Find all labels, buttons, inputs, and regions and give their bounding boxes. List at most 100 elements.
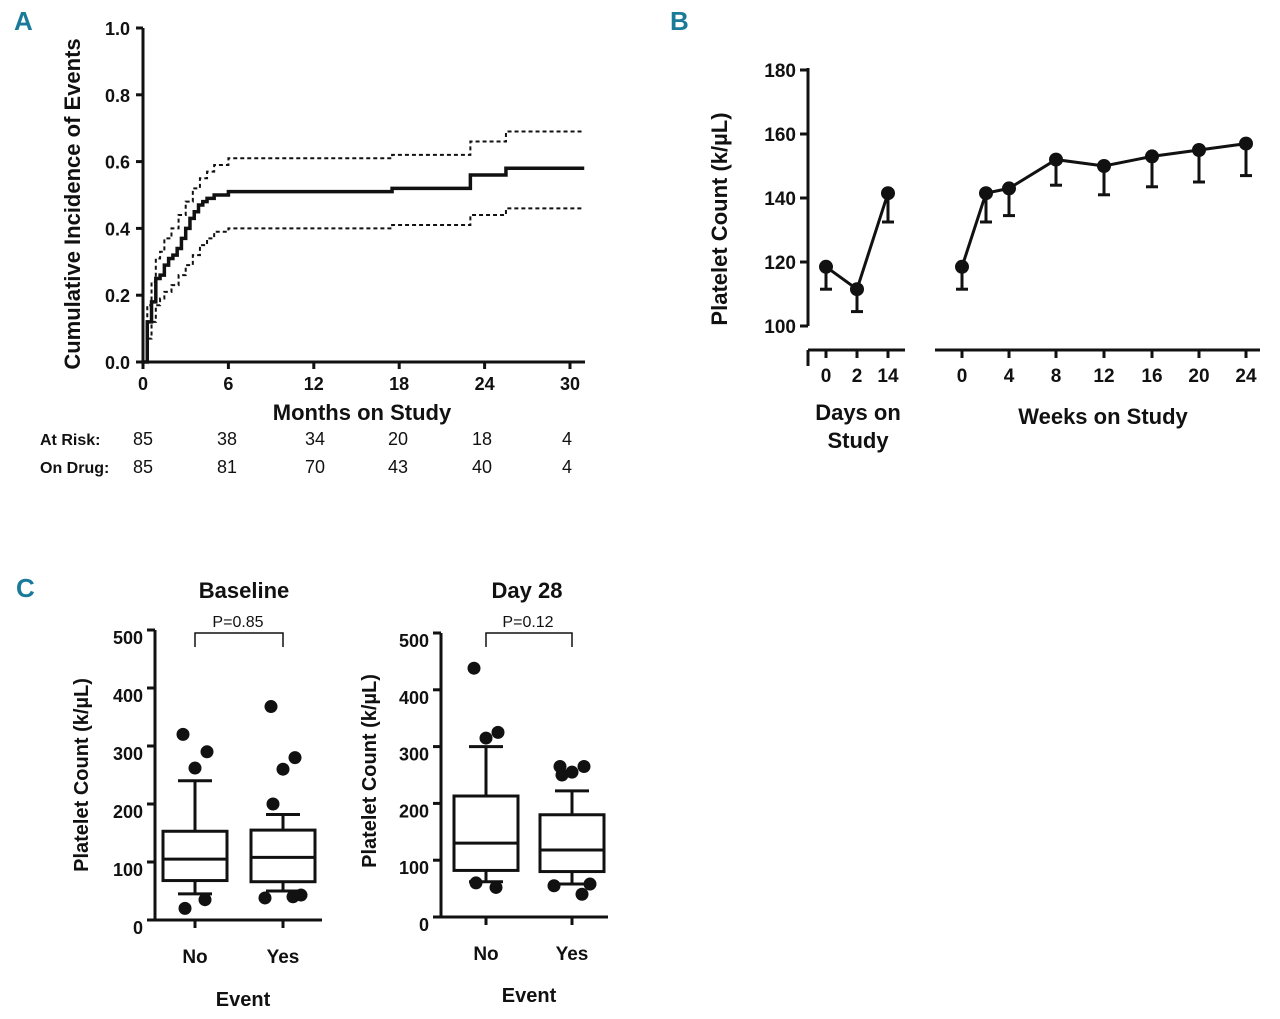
- cumulative-incidence-line: [143, 166, 585, 364]
- risk-table-cell: 18: [472, 429, 492, 449]
- c-day28-title: Day 28: [492, 578, 563, 603]
- c-y-tick-label: 300: [113, 744, 143, 764]
- risk-row-label-at-risk: At Risk:: [40, 432, 100, 449]
- outlier-point: [577, 759, 591, 773]
- c-y-tick-label: 400: [399, 688, 429, 708]
- a-x-tick-label: 0: [138, 374, 148, 394]
- b-x-tick-label: 4: [1004, 366, 1015, 387]
- c-y-tick-label: 100: [113, 860, 143, 880]
- a-x-tick-label: 6: [223, 374, 233, 394]
- b-x-axis-label-days-1: Days on: [815, 400, 901, 425]
- a-x-tick-label: 30: [560, 374, 580, 394]
- b-x-tick-label: 24: [1235, 366, 1257, 387]
- a-x-tick-label: 24: [475, 374, 495, 394]
- c-baseline-title: Baseline: [199, 578, 290, 603]
- panel-label-a: A: [14, 6, 33, 36]
- outlier-point: [575, 887, 589, 901]
- data-point: [1002, 181, 1016, 196]
- outlier-point: [264, 700, 278, 714]
- b-y-tick-label: 160: [764, 125, 796, 146]
- a-y-tick-label: 0.8: [105, 86, 130, 106]
- a-y-tick-label: 0.4: [105, 219, 130, 239]
- data-point: [881, 186, 895, 201]
- outlier-point: [178, 901, 192, 915]
- c-y-tick-label: 500: [113, 628, 143, 648]
- outlier-point: [555, 768, 569, 782]
- outlier-point: [565, 765, 579, 779]
- a-y-tick-label: 0.2: [105, 286, 130, 306]
- risk-table-cell: 40: [472, 457, 492, 477]
- data-point: [850, 282, 864, 297]
- box-iqr: [161, 829, 229, 883]
- panel-c-day28-chart: Day 28 0 100 200 300 400 500 No Yes Platelet Co…: [359, 578, 608, 1007]
- risk-row-label-on-drug: On Drug:: [40, 460, 109, 477]
- c2-p-value: P=0.12: [502, 614, 553, 631]
- a-x-tick-label: 18: [389, 374, 409, 394]
- risk-table-cell: 81: [217, 457, 237, 477]
- risk-table-cell: 85: [133, 429, 153, 449]
- c-y-tick-label: 200: [113, 802, 143, 822]
- outlier-point: [188, 761, 202, 775]
- b-x-axis-label-weeks: Weeks on Study: [1018, 404, 1188, 429]
- c-x-tick-label: No: [182, 947, 207, 968]
- b-x-tick-label: 0: [821, 366, 832, 387]
- outlier-point: [288, 751, 302, 765]
- a-x-axis-label: Months on Study: [273, 400, 452, 425]
- panel-label-b: B: [670, 6, 689, 36]
- a-y-tick-label: 0.0: [105, 353, 130, 373]
- data-point: [1192, 143, 1206, 157]
- panel-c-baseline-chart: Baseline 0 100 200 300 400 500 No Yes Platelet …: [71, 578, 322, 1011]
- b-x-tick-label: 20: [1188, 366, 1209, 387]
- outlier-point: [266, 797, 280, 811]
- risk-table-cell: 85: [133, 457, 153, 477]
- data-point: [1097, 159, 1111, 173]
- outlier-point: [547, 879, 561, 893]
- risk-table: At Risk: On Drug: 85 38 34 20 18 4 85 81 70 43 40 4: [40, 429, 572, 477]
- risk-table-cell: 20: [388, 429, 408, 449]
- c-y-tick-label: 0: [133, 918, 143, 938]
- significance-bracket: [485, 632, 573, 647]
- risk-table-cell: 70: [305, 457, 325, 477]
- b-y-tick-label: 120: [764, 253, 796, 274]
- c-y-tick-label: 500: [399, 631, 429, 651]
- platelet-trend-line: [825, 192, 890, 292]
- data-point: [955, 259, 969, 274]
- a-y-axis-label: Cumulative Incidence of Events: [60, 38, 85, 369]
- data-point: [979, 186, 993, 201]
- box-iqr: [538, 813, 606, 874]
- outlier-point: [200, 745, 214, 759]
- outlier-point: [479, 731, 493, 745]
- data-point: [1049, 152, 1063, 167]
- b-y-tick-label: 180: [764, 61, 796, 82]
- b-x-axis-label-days-2: Study: [827, 428, 889, 453]
- c-x-tick-label: Yes: [267, 947, 300, 968]
- c-y-tick-label: 0: [419, 915, 429, 935]
- significance-bracket: [194, 632, 284, 647]
- risk-table-cell: 4: [562, 429, 572, 449]
- outlier-point: [276, 762, 290, 776]
- a-y-tick-label: 1.0: [105, 19, 130, 39]
- c-x-tick-label: No: [473, 944, 498, 965]
- b-x-tick-label: 8: [1051, 366, 1062, 387]
- a-y-tick-label: 0.6: [105, 153, 130, 173]
- data-point: [1145, 149, 1159, 164]
- outlier-point: [176, 727, 190, 741]
- risk-table-cell: 34: [305, 429, 325, 449]
- b-x-tick-label: 16: [1141, 366, 1162, 387]
- b-y-tick-label: 140: [764, 189, 796, 210]
- outlier-point: [469, 876, 483, 890]
- box-iqr: [452, 794, 520, 872]
- c-y-tick-label: 400: [113, 686, 143, 706]
- c-y-tick-label: 100: [399, 858, 429, 878]
- outlier-point: [491, 725, 505, 739]
- a-x-tick-label: 12: [304, 374, 324, 394]
- b-x-tick-label: 2: [852, 366, 863, 387]
- c-x-tick-label: Yes: [556, 944, 589, 965]
- outlier-point: [258, 891, 272, 905]
- b-y-axis-label: Platelet Count (k/µL): [707, 112, 732, 325]
- risk-table-cell: 4: [562, 457, 572, 477]
- c2-x-axis-label: Event: [502, 985, 557, 1007]
- outlier-point: [583, 877, 597, 891]
- b-x-tick-label: 14: [877, 366, 899, 387]
